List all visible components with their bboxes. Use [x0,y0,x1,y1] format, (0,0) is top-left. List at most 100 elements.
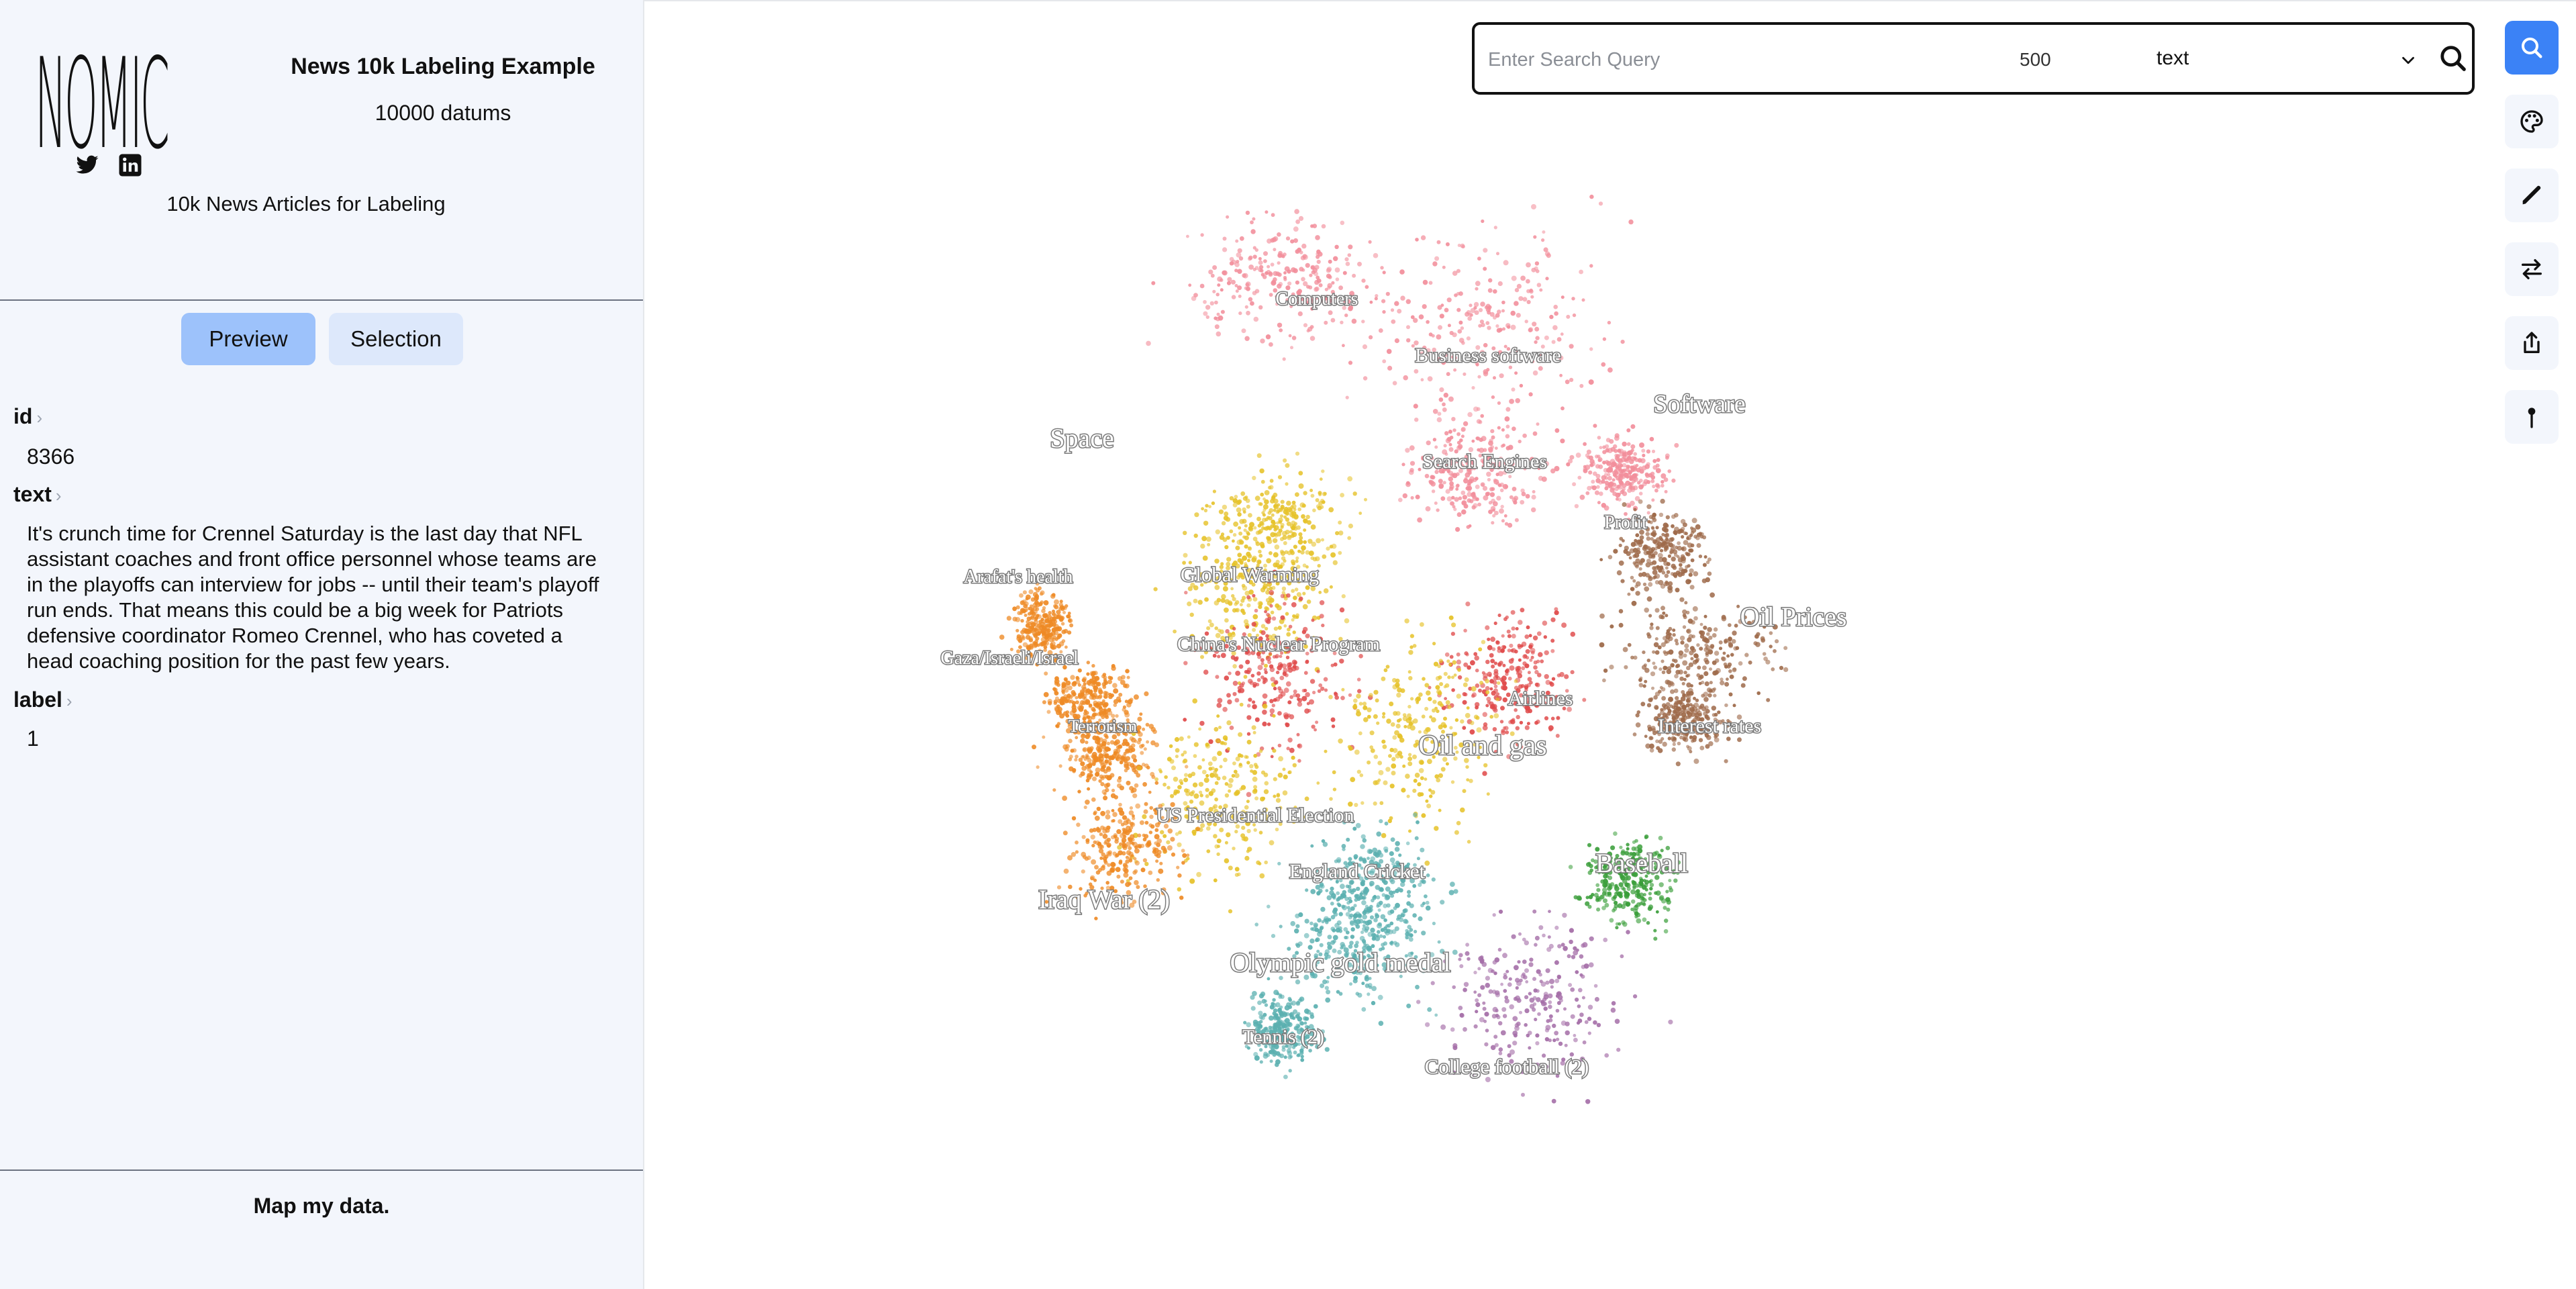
map-point[interactable] [1252,475,1256,481]
map-point[interactable] [1250,229,1256,234]
map-point[interactable] [1237,558,1242,563]
map-point[interactable] [1283,559,1287,563]
map-point[interactable] [1657,748,1663,753]
map-point[interactable] [1642,885,1647,890]
map-point[interactable] [1395,841,1400,847]
map-point[interactable] [1267,722,1271,726]
map-point[interactable] [1506,347,1511,351]
map-point[interactable] [1651,728,1656,732]
map-point[interactable] [1487,288,1493,293]
map-point[interactable] [1538,366,1543,371]
map-point[interactable] [1473,306,1477,310]
map-point[interactable] [1628,450,1634,455]
map-point[interactable] [1044,671,1048,676]
map-point[interactable] [1431,489,1436,493]
map-point[interactable] [1293,226,1299,232]
map-point[interactable] [1285,681,1291,687]
map-point[interactable] [1118,776,1122,780]
map-point[interactable] [1460,463,1465,469]
map-point[interactable] [1227,277,1232,282]
map-point[interactable] [1271,237,1277,242]
map-point[interactable] [1522,661,1527,666]
map-point[interactable] [1072,769,1076,773]
map-point[interactable] [1189,612,1194,617]
map-point[interactable] [1248,579,1253,585]
map-point[interactable] [1381,676,1386,681]
map-point[interactable] [1043,691,1049,698]
map-point[interactable] [1240,608,1245,614]
map-point[interactable] [1310,265,1316,270]
map-point[interactable] [1675,587,1680,593]
map-point[interactable] [1234,698,1240,703]
map-point[interactable] [1132,870,1137,875]
map-point[interactable] [1482,485,1488,491]
map-point[interactable] [1246,761,1250,765]
map-point[interactable] [1409,445,1415,451]
map-point[interactable] [1686,629,1690,633]
map-point[interactable] [1144,691,1149,696]
map-point[interactable] [1516,313,1521,318]
map-point[interactable] [1594,490,1599,495]
map-point[interactable] [1621,920,1626,925]
map-point[interactable] [1424,706,1429,711]
map-point[interactable] [1340,696,1345,700]
map-point[interactable] [1658,579,1664,585]
map-point[interactable] [1251,569,1256,574]
map-point[interactable] [1252,536,1258,542]
map-point[interactable] [1223,515,1229,521]
map-point[interactable] [1627,592,1631,596]
map-point[interactable] [1632,464,1637,469]
map-point[interactable] [1273,277,1277,282]
map-point[interactable] [1469,465,1473,470]
map-point[interactable] [1718,640,1723,644]
map-point[interactable] [1285,482,1289,486]
map-point[interactable] [1501,634,1505,638]
map-point[interactable] [1432,700,1437,704]
map-point[interactable] [1100,781,1105,787]
map-point[interactable] [1335,277,1340,281]
map-point[interactable] [1071,701,1076,706]
map-point[interactable] [1440,767,1446,772]
map-point[interactable] [1520,275,1526,281]
map-point[interactable] [1244,544,1248,549]
map-point[interactable] [1499,677,1503,681]
map-point[interactable] [1375,912,1379,916]
map-point[interactable] [1475,345,1481,350]
map-point[interactable] [1385,767,1391,772]
map-point[interactable] [1381,299,1386,303]
map-point[interactable] [1177,842,1182,847]
map-point[interactable] [1448,396,1454,402]
map-point[interactable] [1197,600,1203,605]
map-point[interactable] [1080,738,1085,744]
map-point[interactable] [1075,696,1079,700]
map-point[interactable] [1628,471,1632,475]
map-point[interactable] [1438,808,1442,812]
map-point[interactable] [1228,636,1233,640]
map-point[interactable] [1683,671,1687,675]
map-point[interactable] [1363,376,1368,381]
map-point[interactable] [1437,940,1441,944]
map-point[interactable] [1699,534,1704,539]
map-point[interactable] [1601,906,1606,910]
map-point[interactable] [1668,649,1674,655]
map-point[interactable] [1338,738,1343,744]
map-point[interactable] [1237,269,1242,274]
map-point[interactable] [1039,592,1044,596]
map-point[interactable] [1232,560,1238,566]
map-point[interactable] [1250,573,1256,579]
map-point[interactable] [1126,780,1131,785]
map-point[interactable] [1625,467,1630,472]
map-point[interactable] [1726,736,1731,741]
map-point[interactable] [1130,790,1134,794]
map-point[interactable] [1028,638,1034,642]
map-point[interactable] [1630,655,1634,660]
map-point[interactable] [1283,541,1287,545]
map-point[interactable] [1266,516,1271,520]
map-point[interactable] [1732,667,1737,671]
map-point[interactable] [1457,675,1463,680]
map-point[interactable] [1020,619,1024,623]
map-point[interactable] [1389,851,1394,857]
map-point[interactable] [1220,532,1225,536]
map-point[interactable] [1308,551,1314,557]
map-point[interactable] [1495,697,1500,702]
